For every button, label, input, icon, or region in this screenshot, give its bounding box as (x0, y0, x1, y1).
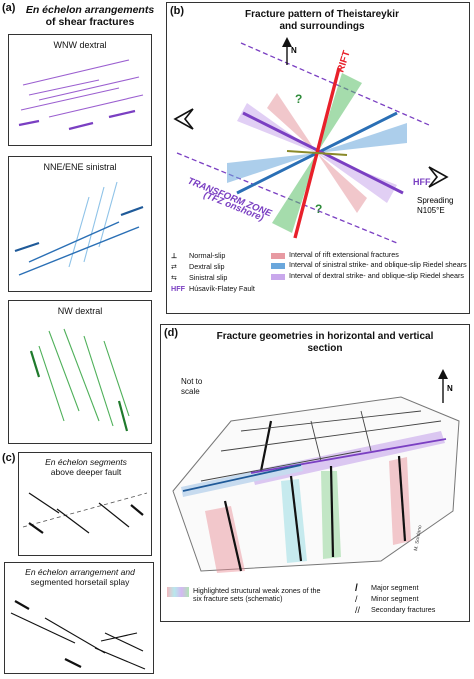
center-bar (286, 150, 348, 156)
panel-b-title-line2: and surroundings (279, 21, 365, 32)
secondary-fractures-icon: // (355, 605, 361, 616)
hff-text: HFF (413, 177, 431, 187)
panel-a-label: (a) (2, 2, 16, 14)
legend-segments: / Major segment / Minor segment //Secondar… (355, 583, 467, 616)
block-outline (172, 396, 460, 572)
rift-swatch (271, 253, 285, 259)
panel-b: (b) Fracture pattern of Theistareykir an… (166, 2, 470, 314)
panel-d-title-line1: Fracture geometries in horizontal and ve… (216, 331, 434, 342)
dextral-zone-line (250, 438, 447, 474)
panel-c-label: (c) (2, 452, 16, 464)
panel-d: (d) Fracture geometries in horizontal an… (160, 324, 470, 622)
rift-text: RIFT (335, 49, 352, 74)
block-diagram: N M. Sordano (172, 369, 460, 573)
transform-dashed-lines (176, 42, 430, 244)
legend-sinistral-interval: Interval of sinistral strike- and obliqu… (271, 260, 467, 270)
minor-segments (200, 410, 442, 482)
question-mark-1: ? (295, 92, 302, 106)
dextral-slip-icon: ⇄ (171, 262, 178, 272)
panel-a-title: En échelon arrangements of shear fractur… (20, 4, 160, 28)
spreading-text-1: Spreading (417, 196, 453, 205)
spreading-arrow-left-icon (173, 108, 194, 130)
panel-b-title: Fracture pattern of Theistareykir and su… (207, 9, 437, 33)
fracture-pattern-diagram: N RIFT HFF TRANSFORM ZONE (TFZ onshore) … (173, 37, 453, 244)
legend-major: / Major segment (355, 582, 419, 594)
sinistral-swatch (271, 263, 285, 270)
weak-zones-swatch (167, 587, 189, 597)
nne-ene-sinistral-box: NNE/ENE sinistral (8, 156, 152, 292)
sinistral-zone-line (182, 464, 302, 492)
nw-dextral-box: NW dextral (8, 300, 152, 444)
legend-right: Interval of rift extensional fractures I… (271, 250, 467, 280)
author-credit: M. Sordano (413, 525, 423, 552)
horsetail-splay-line1: En échelon arrangement and (25, 567, 135, 577)
nne-ene-sinistral-title: NNE/ENE sinistral (43, 162, 117, 172)
panel-d-label: (d) (164, 327, 179, 339)
dextral-swatch (271, 273, 285, 280)
wnw-dextral-sketch (18, 59, 144, 131)
echelon-segments-line1: En échelon segments (45, 457, 127, 467)
spreading-arrow-right-icon (428, 166, 449, 188)
north-arrow-icon: N (438, 369, 453, 403)
rose-wedges (227, 73, 407, 233)
panel-d-title-line2: section (307, 343, 343, 354)
legend-rift-interval: Interval of rift extensional fractures (271, 250, 467, 259)
spreading-text-2: N105°E (417, 206, 445, 215)
panel-b-title-line1: Fracture pattern of Theistareykir (245, 9, 399, 20)
legend-dextral-slip: ⇄ Dextral slip (171, 262, 225, 272)
legend-normal-slip: ⊥ Normal-slip (171, 251, 226, 261)
echelon-segments-sketch (22, 492, 148, 534)
legend-dextral-interval: Interval of dextral strike- and oblique-… (271, 271, 467, 280)
legend-minor: / Minor segment (355, 594, 419, 605)
horsetail-splay-title: En échelon arrangement and segmented hor… (5, 567, 155, 587)
hff-legend-abbr: HFF (171, 284, 185, 294)
north-label-d: N (447, 384, 453, 393)
wnw-dextral-box: WNW dextral (8, 34, 152, 146)
horsetail-splay-sketch (10, 600, 146, 670)
sinistral-slip-icon: ⇆ (171, 273, 178, 283)
echelon-segments-title: En échelon segments above deeper fault (19, 457, 153, 477)
minor-segment-icon: / (355, 594, 358, 605)
not-to-scale-note: Not to scale (181, 377, 203, 396)
legend-weak-zones: Highlighted structural weak zones of the… (167, 586, 337, 604)
echelon-segments-box: En échelon segments above deeper fault (18, 452, 152, 556)
nw-dextral-title: NW dextral (57, 306, 103, 316)
legend-sinistral-slip: ⇆ Sinistral slip (171, 273, 228, 283)
legend-hff: HFF Húsavík-Flatey Fault (171, 284, 255, 294)
wnw-dextral-title: WNW dextral (53, 40, 107, 50)
major-segments (223, 420, 407, 572)
legend-left: ⊥ Normal-slip ⇄ Dextral slip ⇆ Sinistral sl… (171, 251, 271, 295)
panel-a-title-line1: En échelon arrangements (25, 4, 155, 16)
panel-a-title-line2: of shear fractures (45, 16, 135, 29)
panel-b-label: (b) (170, 5, 185, 17)
horsetail-splay-box: En échelon arrangement and segmented hor… (4, 562, 154, 674)
question-mark-2: ? (315, 202, 322, 216)
nw-dextral-sketch (29, 328, 130, 432)
legend-secondary: //Secondary fractures (355, 605, 436, 616)
echelon-segments-line2: above deeper fault (50, 467, 122, 478)
panel-d-title: Fracture geometries in horizontal and ve… (187, 331, 463, 355)
major-segment-icon: / (355, 582, 358, 594)
nne-ene-sinistral-sketch (14, 181, 144, 276)
north-label: N (291, 46, 297, 55)
horsetail-splay-line2: segmented horsetail splay (30, 577, 130, 588)
north-arrow-icon: N (282, 37, 297, 65)
normal-slip-icon: ⊥ (171, 251, 178, 261)
